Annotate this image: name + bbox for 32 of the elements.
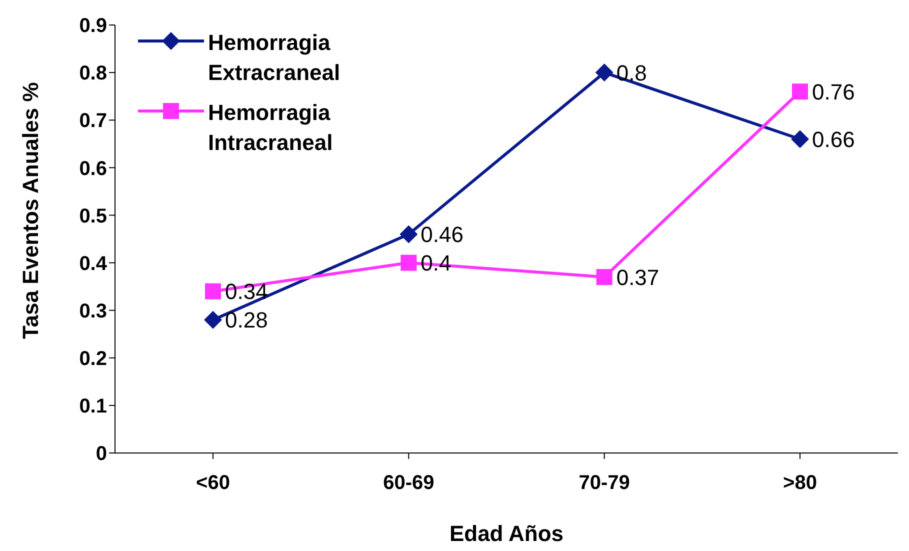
x-axis-title: Edad Años — [449, 521, 564, 546]
y-tick-label: 0.7 — [79, 110, 107, 132]
data-label: 0.28 — [225, 308, 268, 333]
point — [595, 64, 614, 82]
point — [791, 130, 809, 148]
y-tick-label: 0.5 — [79, 205, 107, 228]
point — [205, 283, 221, 300]
legend-label: Hemorragia Extracraneal — [208, 29, 340, 87]
data-label: 0.46 — [420, 222, 464, 248]
y-tick-label: 0.9 — [79, 15, 107, 38]
data-label: 0.8 — [616, 60, 647, 86]
legend-label: Hemorragia Intracraneal — [208, 99, 333, 157]
data-label: 0.66 — [812, 126, 855, 152]
y-tick-label: 0.4 — [79, 252, 108, 275]
point — [400, 254, 417, 271]
data-label: 0.76 — [812, 79, 855, 104]
point — [204, 310, 222, 329]
y-axis-title: Tasa Eventos Anuales % — [18, 82, 43, 339]
y-tick-label: 0.8 — [79, 62, 107, 85]
x-tick-label: 70-79 — [578, 472, 630, 494]
y-tick-label: 0.2 — [79, 348, 107, 370]
x-tick-label: >80 — [783, 472, 817, 494]
y-tick-label: 0.1 — [79, 396, 107, 418]
y-tick-label: 0.3 — [79, 300, 107, 322]
point — [792, 84, 808, 100]
y-tick-label: 0.6 — [79, 158, 107, 180]
y-tick-label: 0 — [96, 443, 107, 466]
x-tick-label: <60 — [196, 472, 230, 494]
x-tick-label: 60-69 — [383, 472, 434, 494]
data-label: 0.37 — [616, 264, 660, 290]
point — [596, 269, 612, 286]
point — [400, 225, 418, 244]
